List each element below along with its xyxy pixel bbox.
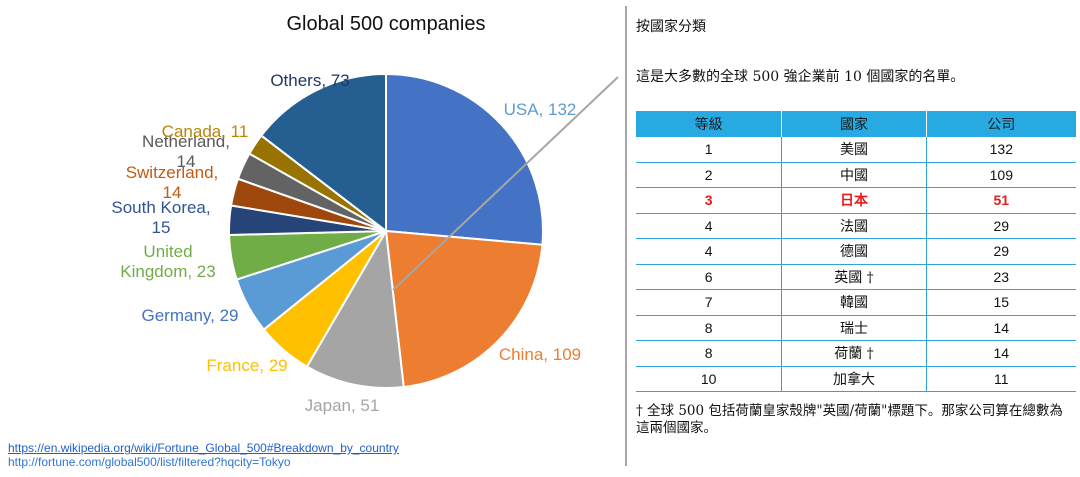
table-row: 4 法國 29 — [636, 213, 1076, 239]
pie-slices — [228, 72, 544, 389]
table-row: 3 日本 51 — [636, 187, 1076, 214]
rank-cell: 3 — [636, 187, 783, 214]
callout-line — [392, 76, 619, 291]
country-cell: 中國 — [781, 162, 927, 188]
footnote: † 全球 500 包括荷蘭皇家殼牌"英國/荷蘭"標題下。那家公司算在總數為這兩個… — [636, 403, 1063, 436]
country-cell: 瑞士 — [781, 315, 927, 341]
count-cell: 15 — [926, 289, 1076, 316]
slice-label: Switzerland, 14 — [126, 163, 219, 202]
rank-cell: 2 — [636, 162, 783, 188]
slice-label: China, 109 — [499, 345, 581, 364]
country-cell: 日本 — [781, 187, 927, 214]
rank-cell: 7 — [636, 289, 783, 316]
header-rank: 等級 — [636, 111, 783, 137]
country-cell: 德國 — [781, 238, 927, 265]
slice-label: Germany, 29 — [141, 306, 238, 325]
country-cell: 英國 † — [781, 264, 927, 290]
count-cell: 132 — [926, 137, 1076, 163]
rank-cell: 10 — [636, 366, 783, 392]
rank-cell: 8 — [636, 340, 783, 367]
table-row: 4 德國 29 — [636, 238, 1076, 265]
slice-label: Netherland, 14 — [142, 132, 230, 171]
count-cell: 51 — [926, 187, 1076, 214]
table-row: 10 加拿大 11 — [636, 366, 1076, 392]
table-header-row: 等級 國家 公司 — [636, 111, 1076, 137]
table-row: 1 美國 132 — [636, 137, 1076, 163]
table-row: 6 英國 † 23 — [636, 264, 1076, 290]
country-cell: 韓國 — [781, 289, 927, 316]
panel-heading: 按國家分類 — [636, 19, 706, 35]
pie-slice — [305, 227, 405, 389]
slice-labels: USA, 132 China, 109 Japan, 51 France, 29 Ger… — [111, 71, 581, 415]
count-cell: 29 — [926, 213, 1076, 239]
country-cell: 荷蘭 † — [781, 340, 927, 367]
count-cell: 11 — [926, 366, 1076, 392]
header-country: 國家 — [781, 111, 927, 137]
rank-cell: 4 — [636, 213, 783, 239]
rank-cell: 6 — [636, 264, 783, 290]
slice-label: France, 29 — [206, 356, 287, 375]
count-cell: 29 — [926, 238, 1076, 265]
slice-label: United Kingdom, 23 — [120, 242, 215, 281]
pie-slice — [259, 72, 387, 234]
table-row: 2 中國 109 — [636, 162, 1076, 188]
chart-title: Global 500 companies — [286, 13, 485, 35]
country-cell: 法國 — [781, 213, 927, 239]
rank-cell: 1 — [636, 137, 783, 163]
country-cell: 美國 — [781, 137, 927, 163]
table-row: 8 荷蘭 † 14 — [636, 340, 1076, 367]
table-row: 8 瑞士 14 — [636, 315, 1076, 341]
fortune-link[interactable]: http://fortune.com/global500/list/filter… — [8, 455, 291, 469]
wikipedia-link[interactable]: https://en.wikipedia.org/wiki/Fortune_Gl… — [8, 441, 399, 455]
slice-label: Others, 73 — [270, 71, 349, 90]
count-cell: 109 — [926, 162, 1076, 188]
pie-slice — [385, 72, 544, 246]
rank-cell: 4 — [636, 238, 783, 265]
header-companies: 公司 — [926, 111, 1076, 137]
vertical-divider — [625, 6, 627, 466]
pie-chart: Global 500 companies USA, 132 China, 109 J… — [111, 13, 619, 415]
panel-intro: 這是大多數的全球 500 強企業前 10 個國家的名單。 — [636, 69, 965, 85]
slice-label: South Korea, 15 — [111, 198, 210, 237]
table-row: 7 韓國 15 — [636, 289, 1076, 316]
slice-label: Japan, 51 — [305, 396, 380, 415]
source-links: https://en.wikipedia.org/wiki/Fortune_Gl… — [8, 441, 399, 469]
ranking-table: 等級 國家 公司 1 美國 132 2 中國 109 3 日本 51 4 法國 29 4 德國 29 6 英國 … — [636, 111, 1076, 392]
pie-slice — [384, 229, 544, 389]
country-cell: 加拿大 — [781, 366, 927, 392]
count-cell: 14 — [926, 315, 1076, 341]
slice-label: Canada, 11 — [162, 122, 249, 141]
slice-label: USA, 132 — [504, 100, 577, 119]
rank-cell: 8 — [636, 315, 783, 341]
count-cell: 23 — [926, 264, 1076, 290]
count-cell: 14 — [926, 340, 1076, 367]
